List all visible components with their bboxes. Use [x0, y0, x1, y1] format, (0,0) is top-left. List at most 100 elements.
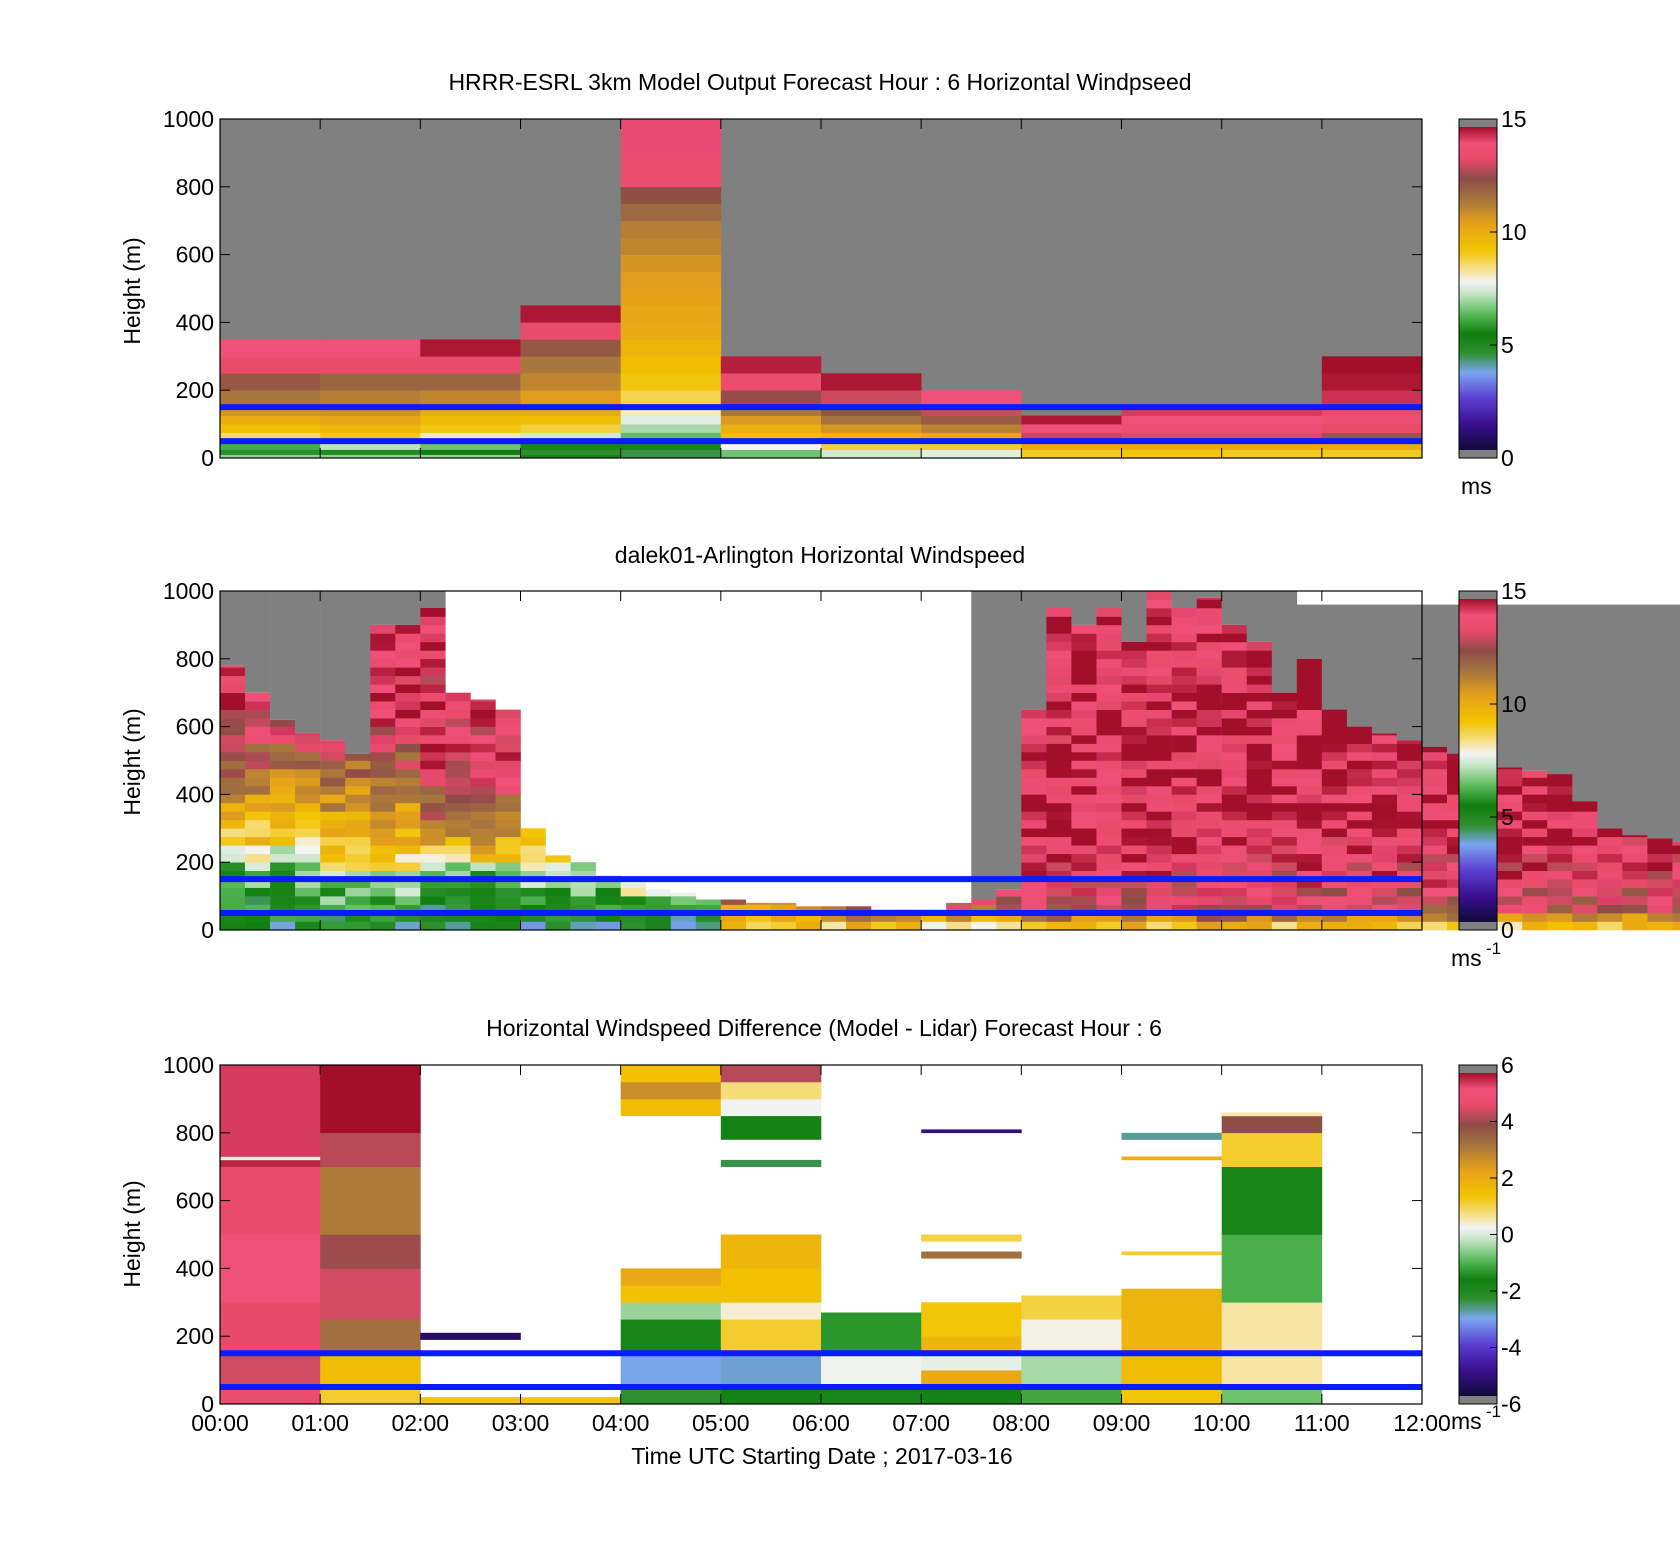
heatmap-cell: [420, 726, 446, 736]
heatmap-cell: [1371, 752, 1398, 761]
heatmap-cell: [1296, 819, 1323, 829]
heatmap-cell: [1271, 845, 1298, 855]
heatmap-cell: [1296, 604, 1323, 659]
heatmap-cell: [1071, 684, 1097, 693]
heatmap-cell: [220, 726, 246, 736]
heatmap-cell: [1196, 633, 1222, 643]
heatmap-cell: [1346, 794, 1373, 804]
heatmap-cell: [1397, 752, 1423, 761]
heatmap-cell: [370, 879, 396, 888]
heatmap-cell: [1021, 862, 1047, 871]
heatmap-cell: [395, 836, 421, 846]
heatmap-cell: [1121, 650, 1147, 660]
heatmap-cell: [345, 904, 371, 914]
heatmap-cell: [395, 633, 421, 643]
heatmap-cell: [1221, 752, 1247, 761]
heatmap-cell: [1121, 1353, 1222, 1388]
heatmap-cell: [220, 743, 246, 753]
heatmap-cell: [821, 432, 922, 442]
heatmap-cell: [470, 752, 496, 761]
heatmap-cell: [1021, 819, 1047, 829]
heatmap-cell: [1547, 887, 1573, 897]
heatmap-cell: [370, 735, 396, 744]
heatmap-cell: [1196, 624, 1222, 634]
heatmap-cell: [1497, 785, 1523, 795]
heatmap-cell: [1096, 785, 1122, 795]
heatmap-cell: [395, 684, 421, 693]
heatmap-cell: [620, 1302, 722, 1320]
x-tick-marks: [219, 119, 1423, 458]
heatmap-cell: [1246, 870, 1272, 880]
heatmap-cell: [1497, 604, 1523, 768]
heatmap-cell: [1096, 811, 1122, 821]
heatmap-cell: [345, 896, 371, 905]
heatmap-cell: [1021, 896, 1047, 905]
heatmap-cell: [1296, 692, 1323, 702]
heatmap-cell: [1397, 828, 1423, 838]
heatmap-cell: [1046, 701, 1072, 710]
heatmap-cell: [370, 667, 396, 677]
heatmap-cell: [1046, 633, 1072, 643]
heatmap-cell: [295, 879, 321, 888]
heatmap-cell: [495, 879, 521, 888]
heatmap-cell: [620, 882, 646, 888]
heatmap-cell: [1321, 449, 1423, 459]
heatmap-cell: [1522, 887, 1548, 897]
heatmap-cell: [1296, 879, 1323, 888]
heatmap-cell: [245, 896, 271, 905]
heatmap-cell: [921, 1336, 1022, 1354]
heatmap-cell: [295, 845, 321, 855]
heatmap-cell: [1146, 616, 1172, 626]
heatmap-cell: [1146, 633, 1172, 643]
heatmap-cell: [420, 896, 446, 905]
heatmap-cell: [1271, 701, 1298, 710]
difference-panel: Horizontal Windspeed Difference (Model -…: [119, 1015, 1522, 1469]
heatmap-cell: [1021, 828, 1047, 838]
heatmap-cell: [1422, 896, 1448, 905]
heatmap-cell: [520, 828, 546, 838]
heatmap-cell: [1296, 913, 1323, 922]
heatmap-cell: [1071, 862, 1097, 871]
heatmap-cell: [345, 769, 371, 778]
heatmap-cell: [1146, 777, 1172, 787]
heatmap-cell: [1196, 777, 1222, 787]
heatmap-cell: [1422, 604, 1448, 747]
heatmap-cell: [1397, 896, 1423, 905]
heatmap-cell: [1046, 819, 1072, 829]
heatmap-cell: [220, 684, 246, 693]
heatmap-cell: [821, 906, 847, 914]
heatmap-cell: [495, 718, 521, 727]
heatmap-cell: [420, 760, 446, 770]
heatmap-cell: [220, 454, 321, 459]
heatmap-cell: [1021, 735, 1047, 744]
heatmap-cell: [720, 1268, 822, 1303]
heatmap-cell: [1597, 887, 1623, 897]
heatmap-cell: [1321, 718, 1348, 727]
heatmap-cell: [620, 415, 722, 425]
heatmap-cell: [1146, 608, 1172, 617]
heatmap-cell: [470, 913, 496, 922]
heatmap-cell: [395, 769, 421, 778]
heatmap-cell: [395, 667, 421, 677]
heatmap-cell: [1021, 879, 1047, 888]
heatmap-cell: [1572, 921, 1598, 931]
heatmap-cell: [295, 752, 321, 761]
heatmap-cell: [921, 1387, 1022, 1405]
heatmap-cell: [1371, 845, 1398, 855]
heatmap-cell: [220, 913, 246, 922]
heatmap-cell: [1497, 904, 1523, 914]
heatmap-cell: [1422, 862, 1448, 871]
heatmap-cell: [220, 1065, 321, 1157]
heatmap-cell: [570, 904, 596, 914]
heatmap-cell: [420, 641, 446, 651]
heatmap-cell: [1146, 726, 1172, 736]
heatmap-cell: [1046, 828, 1072, 838]
heatmap-cell: [1221, 819, 1247, 829]
heatmap-cell: [520, 441, 621, 450]
heatmap-cell: [1497, 767, 1523, 770]
heatmap-cell: [220, 811, 246, 821]
heatmap-cell: [470, 862, 496, 871]
heatmap-cell: [921, 1302, 1022, 1337]
heatmap-cell: [520, 407, 621, 416]
heatmap-cell: [270, 870, 296, 880]
